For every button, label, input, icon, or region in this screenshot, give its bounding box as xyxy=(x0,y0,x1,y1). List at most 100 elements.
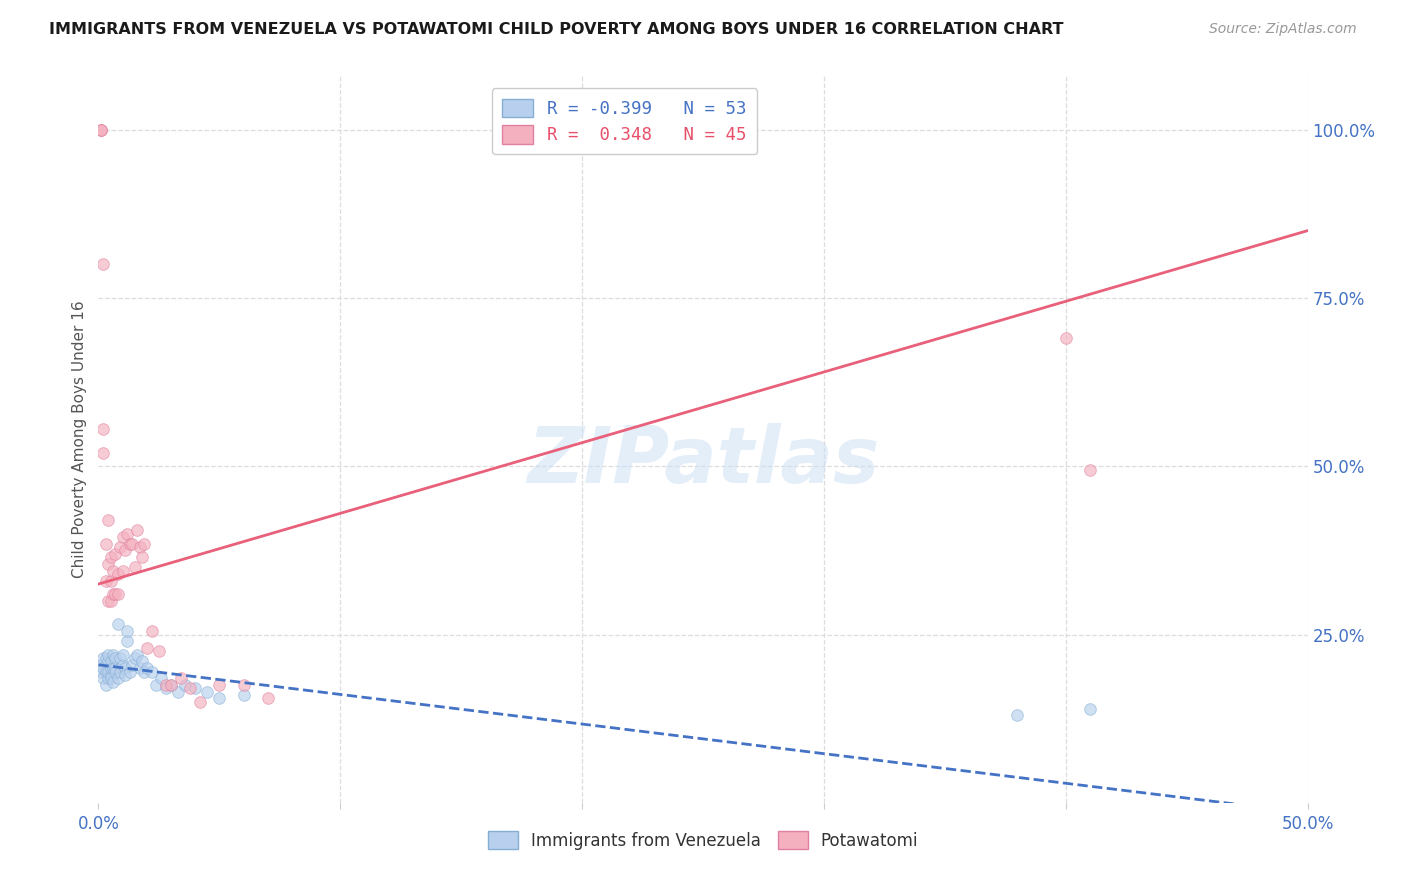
Point xyxy=(104,651,127,665)
Point xyxy=(94,536,117,550)
Point xyxy=(94,574,117,588)
Point xyxy=(97,665,120,679)
Point xyxy=(117,634,139,648)
Point xyxy=(107,587,129,601)
Point xyxy=(169,671,191,685)
Point xyxy=(107,566,129,581)
Point xyxy=(100,661,122,675)
Point xyxy=(104,547,127,561)
Point xyxy=(101,674,124,689)
Point xyxy=(97,671,120,685)
Point xyxy=(121,657,143,672)
Point xyxy=(141,665,163,679)
Point xyxy=(97,655,120,669)
Point xyxy=(141,624,163,639)
Point xyxy=(100,574,122,588)
Point xyxy=(100,594,122,608)
Point xyxy=(104,587,127,601)
Point xyxy=(91,257,114,271)
Point xyxy=(111,648,134,662)
Point xyxy=(108,651,131,665)
Point xyxy=(256,691,278,706)
Text: ZIPatlas: ZIPatlas xyxy=(527,423,879,500)
Point xyxy=(114,661,136,675)
Point xyxy=(111,564,134,578)
Point xyxy=(90,122,112,136)
Point xyxy=(179,681,201,696)
Point xyxy=(107,617,129,632)
Point xyxy=(167,684,190,698)
Point xyxy=(124,651,146,665)
Point xyxy=(90,657,112,672)
Point xyxy=(91,446,114,460)
Point xyxy=(131,550,153,565)
Point xyxy=(107,671,129,685)
Point xyxy=(208,691,231,706)
Point xyxy=(208,678,231,692)
Point xyxy=(97,513,120,527)
Text: IMMIGRANTS FROM VENEZUELA VS POTAWATOMI CHILD POVERTY AMONG BOYS UNDER 16 CORREL: IMMIGRANTS FROM VENEZUELA VS POTAWATOMI … xyxy=(49,22,1064,37)
Point xyxy=(90,665,112,679)
Point xyxy=(100,671,122,685)
Point xyxy=(111,530,134,544)
Point xyxy=(114,543,136,558)
Point xyxy=(1054,331,1077,345)
Point xyxy=(128,540,150,554)
Point xyxy=(108,665,131,679)
Point xyxy=(101,661,124,675)
Point xyxy=(100,668,122,682)
Point xyxy=(90,122,112,136)
Point xyxy=(127,523,149,537)
Point xyxy=(184,681,207,696)
Point xyxy=(145,678,167,692)
Legend: Immigrants from Venezuela, Potawatomi: Immigrants from Venezuela, Potawatomi xyxy=(481,824,925,856)
Point xyxy=(121,536,143,550)
Point xyxy=(97,557,120,571)
Point xyxy=(232,688,254,702)
Point xyxy=(94,651,117,665)
Point xyxy=(94,665,117,679)
Point xyxy=(188,695,211,709)
Point xyxy=(131,655,153,669)
Point xyxy=(100,655,122,669)
Point xyxy=(128,661,150,675)
Point xyxy=(135,661,157,675)
Point xyxy=(127,648,149,662)
Point xyxy=(97,594,120,608)
Point xyxy=(232,678,254,692)
Point xyxy=(160,678,183,692)
Point xyxy=(118,536,141,550)
Point xyxy=(1078,701,1101,715)
Point xyxy=(150,671,173,685)
Point xyxy=(100,550,122,565)
Point xyxy=(155,681,177,696)
Point xyxy=(174,678,197,692)
Point xyxy=(101,564,124,578)
Point xyxy=(97,648,120,662)
Point xyxy=(135,640,157,655)
Point xyxy=(155,678,177,692)
Point xyxy=(117,624,139,639)
Text: Source: ZipAtlas.com: Source: ZipAtlas.com xyxy=(1209,22,1357,37)
Point xyxy=(124,560,146,574)
Point xyxy=(101,648,124,662)
Point xyxy=(101,587,124,601)
Point xyxy=(1078,462,1101,476)
Point xyxy=(134,536,156,550)
Point xyxy=(108,540,131,554)
Point xyxy=(90,122,112,136)
Point xyxy=(94,678,117,692)
Point xyxy=(1007,708,1029,723)
Point xyxy=(91,661,114,675)
Point xyxy=(148,644,170,658)
Point xyxy=(104,665,127,679)
Point xyxy=(195,684,218,698)
Point xyxy=(117,526,139,541)
Point xyxy=(91,671,114,685)
Y-axis label: Child Poverty Among Boys Under 16: Child Poverty Among Boys Under 16 xyxy=(72,301,87,578)
Point xyxy=(118,665,141,679)
Point xyxy=(91,422,114,436)
Point xyxy=(104,661,127,675)
Point xyxy=(111,657,134,672)
Point xyxy=(160,678,183,692)
